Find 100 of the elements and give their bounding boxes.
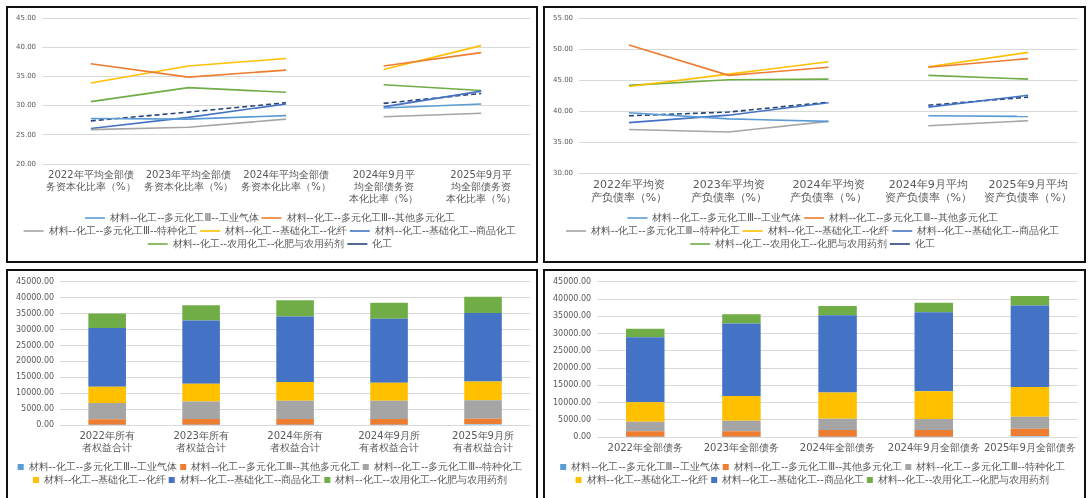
legend-label: 材料--化工--多元化工Ⅲ--特种化工 (47, 224, 198, 236)
y-tick-label: 30000.00 (16, 324, 55, 334)
legend-label: 材料--化工--农用化工--化肥与农用药剂 (334, 473, 507, 485)
legend-label: 材料--化工--基础化工--商品化工 (178, 473, 322, 485)
y-tick-label: 10000.00 (16, 388, 55, 398)
bar (88, 403, 126, 420)
x-tick-label: 2022年平均全部债务资本化比率（%） (46, 168, 136, 192)
bar (722, 431, 761, 437)
bar (276, 400, 314, 419)
y-tick-label: 20000.00 (553, 363, 592, 373)
bar (182, 401, 220, 419)
bar (370, 318, 408, 383)
y-tick-label: 10000.00 (553, 397, 592, 407)
legend-label: 化工 (372, 237, 393, 249)
y-tick-label: 0.00 (573, 432, 592, 442)
bar (722, 323, 761, 396)
legend-label: 化工 (914, 237, 935, 249)
bar (464, 418, 502, 425)
legend-label: 材料--化工--多元化工Ⅲ--工业气体 (108, 211, 259, 223)
legend-label: 材料--化工--农用化工--化肥与农用药剂 (714, 237, 887, 249)
legend-label: 材料--化工--多元化工Ⅲ--其他多元化工 (190, 460, 360, 472)
y-tick-label: 15000.00 (553, 380, 592, 390)
legend-label: 材料--化工--多元化工Ⅲ--其他多元化工 (732, 460, 903, 472)
bar (626, 431, 665, 437)
x-tick-label: 2024年平均资产负债率（%） (790, 178, 867, 205)
legend-label: 材料--化工--基础化工--商品化工 (373, 224, 517, 236)
y-tick-label: 40000.00 (16, 292, 55, 302)
bar (276, 418, 314, 425)
bar (1010, 428, 1050, 436)
bar (1010, 305, 1050, 387)
y-tick-label: 35000.00 (16, 308, 55, 318)
x-tick-label: 2024年9月平均全部债务资本化比率（%） (348, 168, 419, 204)
bar (464, 381, 502, 401)
y-tick-label: 5000.00 (558, 414, 592, 424)
bar (722, 420, 761, 432)
x-tick-label: 2022年所有者权益合计 (79, 429, 135, 453)
bar (818, 305, 857, 316)
bar (1010, 386, 1050, 417)
bar (276, 300, 314, 317)
bar (370, 302, 408, 319)
bar (914, 391, 953, 420)
bar (1010, 295, 1050, 306)
y-tick-label: 20000.00 (16, 356, 55, 366)
y-tick-label: 5000.00 (21, 404, 55, 414)
legend-label: 材料--化工--农用化工--化肥与农用药剂 (876, 473, 1050, 485)
x-tick-label: 2023年平均全部债务资本化比率（%） (143, 168, 234, 192)
bar (182, 383, 220, 402)
bar (88, 386, 126, 404)
y-tick-label: 15000.00 (16, 372, 55, 382)
bar (276, 316, 314, 383)
bar (914, 419, 953, 431)
legend-label: 材料--化工--多元化工Ⅲ--其他多元化工 (285, 211, 456, 223)
legend-label: 材料--化工--多元化工Ⅲ--特种化工 (372, 460, 523, 472)
bar (914, 302, 953, 313)
bar (464, 296, 502, 313)
x-tick-label: 2024年所有者权益合计 (267, 429, 323, 453)
y-tick-label: 25000.00 (16, 340, 55, 350)
bar (914, 312, 953, 392)
bar (626, 421, 665, 432)
bar (88, 419, 126, 425)
legend-label: 材料--化工--多元化工Ⅲ--工业气体 (570, 460, 720, 472)
bar (370, 418, 408, 425)
bar (182, 418, 220, 425)
bar (370, 382, 408, 401)
bar (818, 430, 857, 437)
bar (1010, 416, 1050, 429)
bar (818, 315, 857, 393)
bar (818, 418, 857, 431)
x-tick-label: 2024年9月所有者权益合计 (358, 429, 420, 453)
bar (626, 402, 665, 422)
y-tick-label: 35000.00 (553, 311, 592, 321)
x-tick-label: 2022年全部债务 (607, 441, 683, 453)
legend-label: 材料--化工--多元化工Ⅲ--其他多元化工 (828, 211, 998, 223)
legend-label: 材料--化工--基础化工--化纤 (585, 473, 709, 485)
x-tick-label: 2025年9月平均全部债务资本化比率（%） (446, 168, 516, 204)
bar (276, 382, 314, 401)
x-tick-label: 2024年平均全部债务资本化比率（%） (241, 168, 331, 192)
legend-label: 材料--化工--基础化工--化纤 (43, 473, 166, 485)
bar (626, 337, 665, 403)
x-tick-label: 2025年9月平均资产负债率（%） (984, 178, 1072, 205)
legend-label: 材料--化工--多元化工Ⅲ--特种化工 (590, 224, 740, 236)
bar (722, 314, 761, 324)
legend-label: 材料--化工--多元化工Ⅲ--工业气体 (651, 211, 801, 223)
y-tick-label: 30000.00 (553, 328, 592, 338)
x-tick-label: 2023年全部债务 (703, 441, 780, 453)
legend-label: 材料--化工--多元化工Ⅲ--工业气体 (27, 460, 178, 472)
bar (370, 400, 408, 419)
y-tick-label: 25000.00 (553, 345, 592, 355)
legend-label: 材料--化工--农用化工--化肥与农用药剂 (171, 237, 345, 249)
bar (818, 392, 857, 419)
x-tick-label: 2024年全部债务 (799, 441, 876, 453)
bar (88, 327, 126, 387)
bar (88, 313, 126, 328)
y-tick-label: 0.00 (36, 420, 55, 430)
x-tick-label: 2024年9月平均资产负债率（%） (884, 178, 973, 205)
y-tick-label: 45000.00 (553, 276, 592, 286)
x-tick-label: 2025年9月全部债务 (984, 441, 1076, 453)
bar (626, 328, 665, 338)
y-tick-label: 40000.00 (553, 294, 592, 304)
bar (914, 430, 953, 437)
